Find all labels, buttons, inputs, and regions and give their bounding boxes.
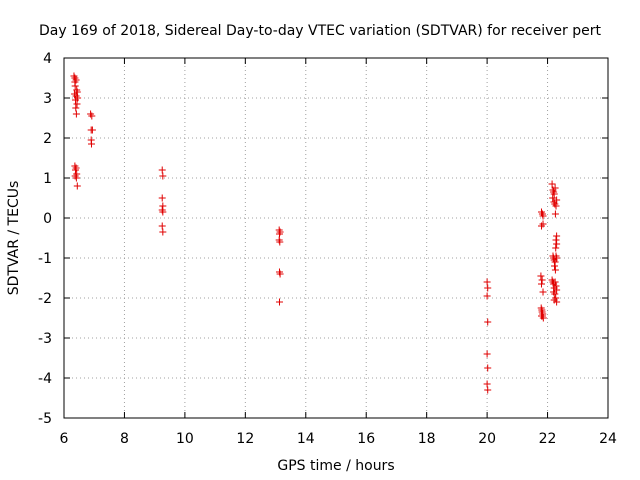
- x-tick-label: 24: [599, 431, 617, 447]
- data-point: [484, 318, 492, 326]
- x-axis-label: GPS time / hours: [277, 458, 394, 474]
- data-point: [71, 166, 79, 174]
- data-point: [538, 280, 546, 288]
- data-point: [72, 104, 80, 112]
- data-point: [551, 258, 559, 266]
- data-point: [88, 126, 96, 134]
- data-point: [159, 208, 167, 216]
- data-point: [549, 194, 557, 202]
- y-tick-label: -4: [38, 371, 52, 387]
- data-point: [538, 306, 546, 314]
- data-point: [538, 312, 546, 320]
- y-tick-label: -1: [38, 251, 52, 267]
- data-points: [70, 72, 561, 394]
- y-tick-label: -2: [38, 291, 52, 307]
- y-tick-label: -5: [38, 411, 52, 427]
- data-point: [553, 254, 561, 262]
- data-point: [88, 112, 96, 120]
- chart-title: Day 169 of 2018, Sidereal Day-to-day VTE…: [39, 23, 601, 39]
- y-tick-label: 3: [43, 91, 52, 107]
- data-point: [73, 100, 81, 108]
- data-point: [552, 236, 560, 244]
- data-point: [537, 272, 545, 280]
- data-point: [484, 284, 492, 292]
- data-point: [550, 296, 558, 304]
- x-tick-label: 20: [478, 431, 496, 447]
- x-tick-label: 12: [236, 431, 254, 447]
- y-tick-label: 1: [43, 171, 52, 187]
- data-point: [483, 380, 491, 388]
- data-point: [552, 282, 560, 290]
- y-tick-label: -3: [38, 331, 52, 347]
- data-point: [539, 288, 547, 296]
- data-point: [158, 222, 166, 230]
- x-tick-label: 8: [120, 431, 129, 447]
- data-point: [484, 364, 492, 372]
- data-point: [553, 240, 561, 248]
- data-point: [483, 278, 491, 286]
- data-point: [552, 244, 560, 252]
- data-point: [71, 78, 79, 86]
- data-point: [275, 298, 283, 306]
- y-tick-label: 0: [43, 211, 52, 227]
- data-point: [553, 232, 561, 240]
- data-point: [551, 210, 559, 218]
- data-point: [159, 228, 167, 236]
- data-point: [551, 290, 559, 298]
- x-tick-label: 10: [176, 431, 194, 447]
- grid-lines: [64, 58, 608, 418]
- data-point: [551, 262, 559, 270]
- data-point: [88, 140, 96, 148]
- x-tick-label: 18: [418, 431, 436, 447]
- data-point: [539, 212, 547, 220]
- plot-area-border: [63, 57, 609, 419]
- data-point: [538, 276, 546, 284]
- x-tick-label: 6: [60, 431, 69, 447]
- data-point: [275, 230, 283, 238]
- data-point: [71, 96, 79, 104]
- y-tick-label: 2: [43, 131, 52, 147]
- data-point: [72, 110, 80, 118]
- data-point: [483, 350, 491, 358]
- data-point: [548, 180, 556, 188]
- data-point: [158, 166, 166, 174]
- data-point: [73, 182, 81, 190]
- data-point: [552, 202, 560, 210]
- data-point: [553, 196, 561, 204]
- x-tick-label: 16: [357, 431, 375, 447]
- data-point: [72, 174, 80, 182]
- data-point: [276, 238, 284, 246]
- data-point: [73, 88, 81, 96]
- data-point: [539, 220, 547, 228]
- data-point: [551, 278, 559, 286]
- data-point: [484, 386, 492, 394]
- y-tick-label: 4: [43, 51, 52, 67]
- data-point: [276, 270, 284, 278]
- data-point: [551, 266, 559, 274]
- data-point: [159, 202, 167, 210]
- data-point: [551, 184, 559, 192]
- x-tick-label: 14: [297, 431, 315, 447]
- data-point: [483, 292, 491, 300]
- data-point: [158, 194, 166, 202]
- data-point: [550, 190, 558, 198]
- data-point: [159, 172, 167, 180]
- x-tick-label: 22: [539, 431, 557, 447]
- y-axis-label: SDTVAR / TECUs: [6, 181, 22, 296]
